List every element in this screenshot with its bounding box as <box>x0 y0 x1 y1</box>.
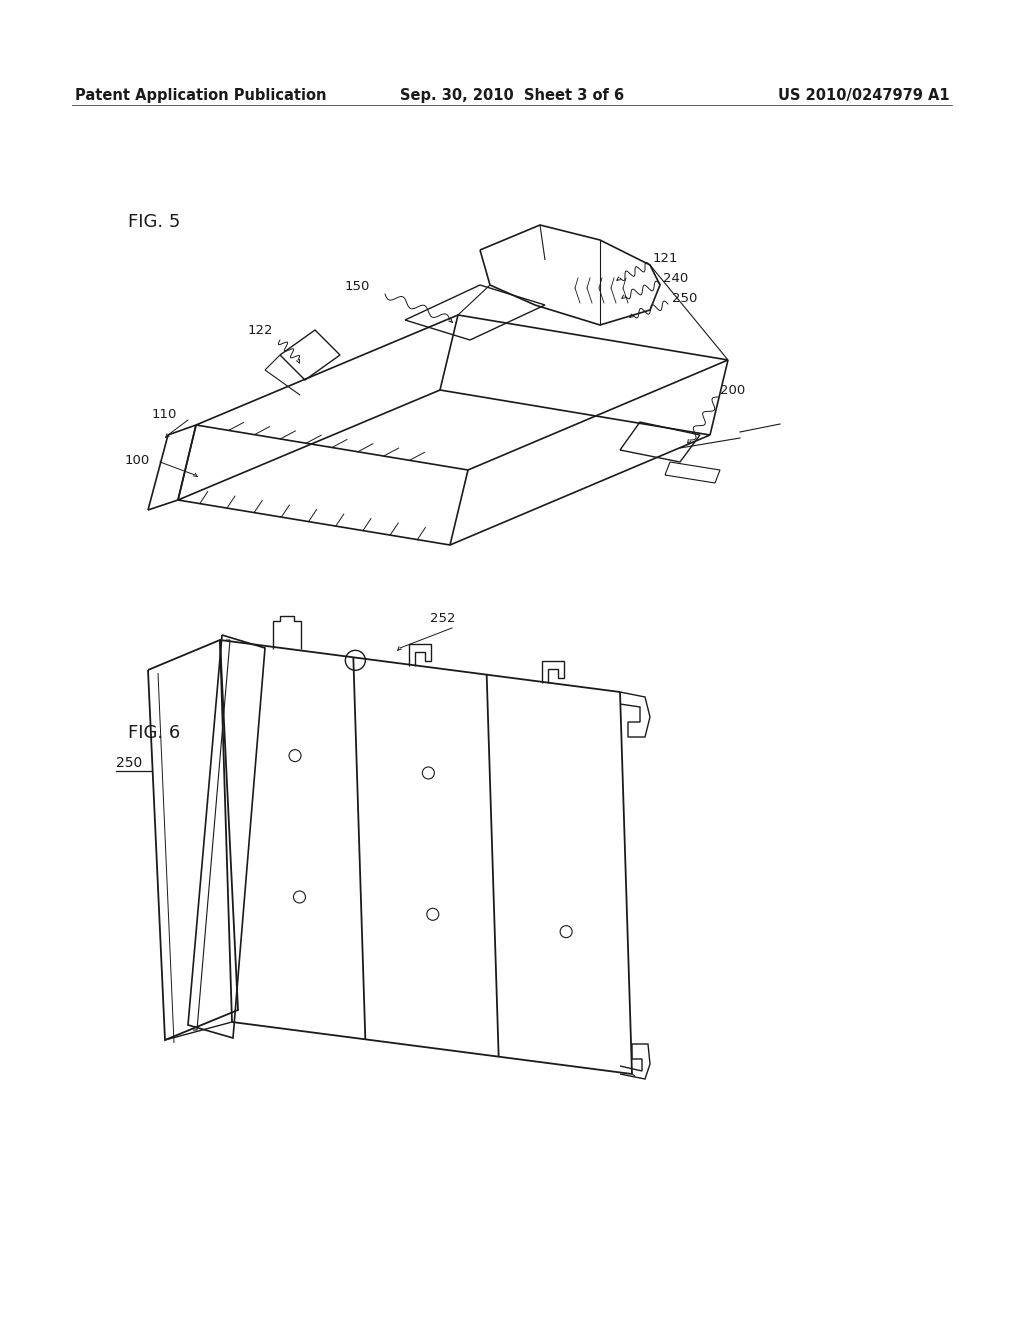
Text: FIG. 5: FIG. 5 <box>128 213 180 231</box>
Text: 250: 250 <box>672 292 697 305</box>
Text: 121: 121 <box>653 252 679 264</box>
Text: 200: 200 <box>720 384 745 396</box>
Text: FIG. 6: FIG. 6 <box>128 723 180 742</box>
Text: 252: 252 <box>430 611 456 624</box>
Text: 110: 110 <box>152 408 177 421</box>
Text: US 2010/0247979 A1: US 2010/0247979 A1 <box>778 87 950 103</box>
Text: 150: 150 <box>345 281 371 293</box>
Text: Patent Application Publication: Patent Application Publication <box>75 87 327 103</box>
Text: Sep. 30, 2010  Sheet 3 of 6: Sep. 30, 2010 Sheet 3 of 6 <box>400 87 624 103</box>
Text: 250: 250 <box>116 756 142 770</box>
Text: 240: 240 <box>663 272 688 285</box>
Text: 100: 100 <box>125 454 151 466</box>
Text: 122: 122 <box>248 323 273 337</box>
